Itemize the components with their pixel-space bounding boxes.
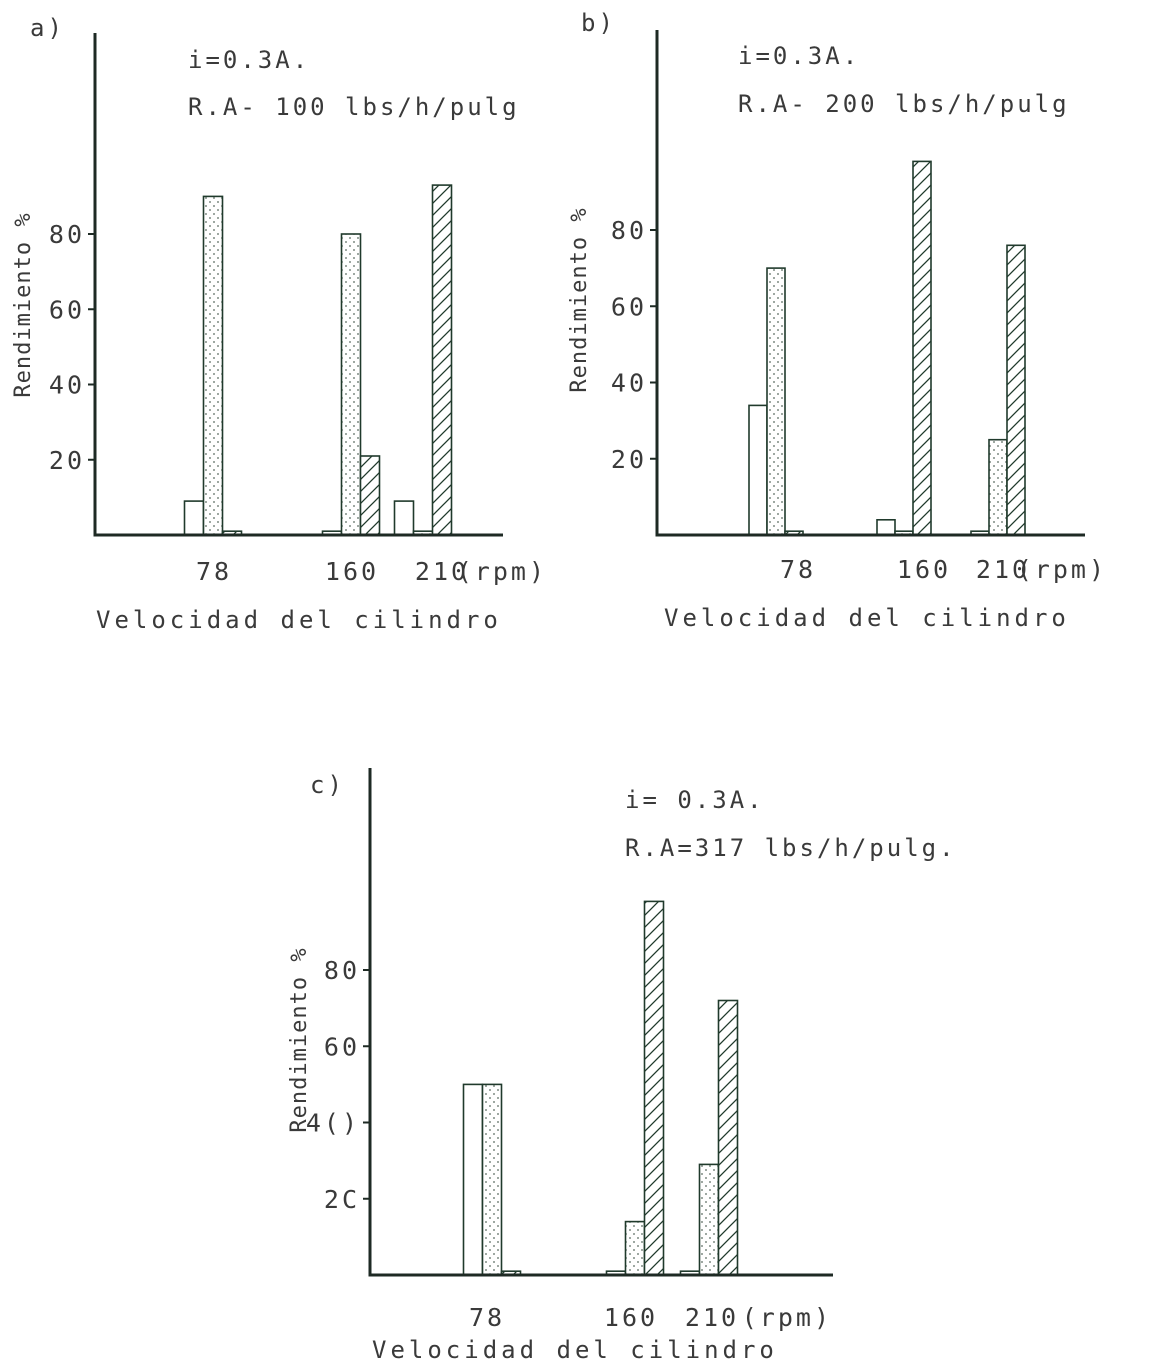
y-axis-title: Rendimiento % bbox=[567, 207, 592, 392]
annotation: R.A- 100 lbs/h/pulg bbox=[188, 93, 520, 121]
annotation: i=0.3A. bbox=[188, 46, 310, 74]
bar-dotted-78 bbox=[766, 267, 786, 536]
bar-open-160 bbox=[876, 518, 896, 536]
x-unit-label: (rpm) bbox=[1017, 555, 1107, 584]
bar-dotted-160 bbox=[340, 233, 362, 536]
x-tick-label: 78 bbox=[469, 1303, 505, 1332]
bar-hatched-160 bbox=[643, 900, 665, 1276]
y-tick-label: 40 bbox=[611, 369, 647, 398]
panel-letter: a) bbox=[30, 14, 65, 42]
x-axis-title: Velocidad del cilindro bbox=[96, 606, 502, 634]
bar-open-210 bbox=[393, 500, 415, 536]
annotation: R.A- 200 lbs/h/pulg bbox=[738, 90, 1070, 118]
axes bbox=[93, 33, 503, 537]
bar-hatched-210 bbox=[1006, 244, 1026, 536]
y-tick-label: 60 bbox=[611, 292, 647, 321]
annotation: i=0.3A. bbox=[738, 42, 860, 70]
y-tick-label: 80 bbox=[324, 956, 360, 985]
panel-letter: c) bbox=[310, 771, 345, 799]
y-tick-label: 40 bbox=[49, 371, 85, 400]
bar-open-78 bbox=[462, 1083, 484, 1276]
axes bbox=[655, 30, 1085, 537]
panel-c: 2C 4() 60 80 78 160 210 (rpm) Velocidad del cili… bbox=[287, 768, 957, 1364]
bar-dotted-210 bbox=[988, 438, 1008, 536]
x-unit-label: (rpm) bbox=[742, 1303, 832, 1332]
axes bbox=[368, 768, 833, 1277]
annotation: i= 0.3A. bbox=[625, 786, 765, 814]
x-tick-label: 160 bbox=[604, 1303, 658, 1332]
bar-dotted-210 bbox=[698, 1163, 720, 1276]
y-tick-label: 80 bbox=[49, 220, 85, 249]
y-tick-label: 20 bbox=[611, 445, 647, 474]
x-axis-title: Velocidad del cilindro bbox=[372, 1336, 778, 1364]
x-tick-label: 78 bbox=[196, 557, 232, 586]
bar-hatched-160 bbox=[912, 160, 932, 536]
x-tick-label: 160 bbox=[897, 555, 951, 584]
panel-a: 20 40 60 80 78 160 210(rpm) Velocidad del cilin… bbox=[11, 14, 547, 634]
x-tick-label: 210 bbox=[976, 555, 1030, 584]
y-tick-label: 60 bbox=[49, 295, 85, 324]
panel-letter: b) bbox=[581, 9, 616, 37]
x-tick-label: 160 bbox=[325, 557, 379, 586]
bar-open-78 bbox=[748, 404, 768, 536]
x-axis-title: Velocidad del cilindro bbox=[664, 604, 1070, 632]
y-tick-label: 4() bbox=[306, 1109, 360, 1138]
y-axis-title: Rendimiento % bbox=[287, 947, 312, 1132]
x-tick-label: 78 bbox=[780, 555, 816, 584]
y-tick-label: 80 bbox=[611, 216, 647, 245]
bar-hatched-160 bbox=[359, 455, 381, 536]
bar-hatched-210 bbox=[431, 184, 453, 536]
panel-b: 20 40 60 80 78 160 210(rpm) Velocidad del cilin… bbox=[567, 9, 1107, 632]
y-tick-label: 60 bbox=[324, 1032, 360, 1061]
bar-dotted-78 bbox=[481, 1083, 503, 1276]
annotation: R.A=317 lbs/h/pulg. bbox=[625, 834, 957, 862]
bar-open-78 bbox=[183, 500, 205, 536]
y-axis-title: Rendimiento % bbox=[11, 212, 36, 397]
y-tick-label: 20 bbox=[49, 446, 85, 475]
y-tick-label: 2C bbox=[324, 1185, 360, 1214]
x-tick-label: 210 bbox=[685, 1303, 739, 1332]
x-tick-label: 210 bbox=[415, 557, 469, 586]
bar-dotted-160 bbox=[624, 1220, 646, 1276]
bar-dotted-78 bbox=[202, 195, 224, 536]
x-unit-label: (rpm) bbox=[457, 557, 547, 586]
bar-hatched-210 bbox=[717, 999, 739, 1276]
